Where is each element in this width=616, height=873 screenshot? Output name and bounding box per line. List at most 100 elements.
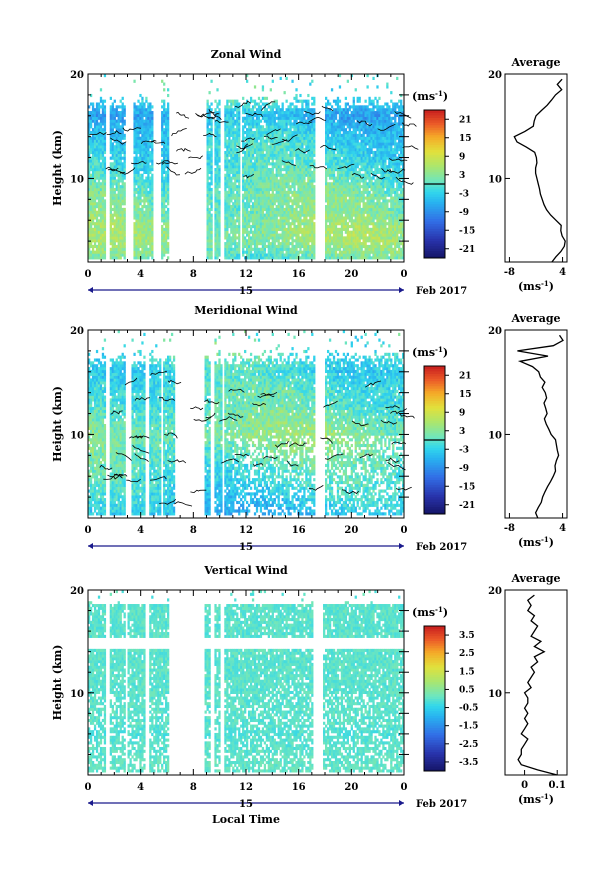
y-axis-label: Height (km) [51,645,64,721]
average-line [517,334,564,519]
heatmap-cells [88,330,405,516]
x-tick-label: 8 [190,269,197,280]
day-axis-arrow-right [399,800,404,806]
colorbar-tick-label: -9 [459,208,469,218]
colorbar-tick-label: -1.5 [459,722,478,732]
average-profile: Average -8 4 10 20 (ms-1) [488,56,568,293]
y-axis-label: Height (km) [51,386,64,462]
colorbar-frame [423,625,446,772]
x-tick-label: 0 [401,782,408,793]
x-tick-label: 8 [190,525,197,536]
x-tick-label: 0 [401,269,408,280]
x-tick-label: 0 [85,269,92,280]
average-y-tick-label: 10 [488,689,502,700]
average-title: Average [510,312,560,325]
x-tick-label: 12 [239,782,253,793]
contour-lines [89,100,419,185]
colorbar: 3.5 2.5 1.5 0.5 -0.5 -1.5 -2.5 -3.5 (ms-1) [412,605,478,772]
average-title: Average [510,572,560,585]
day-axis-arrow-left [88,287,93,293]
average-profile: Average -8 4 10 20 (ms-1) [488,312,568,549]
colorbar-tick-label: 9 [459,152,465,162]
colorbar-tick-label: 15 [459,134,472,144]
colorbar-tick-label: 15 [459,390,472,400]
average-line [513,78,566,263]
average-x-tick-label: -8 [504,267,515,278]
average-line [517,594,558,776]
average-profile: Average 0 0.1 10 20 (ms-1) [488,572,568,806]
day-label: 15 [239,286,253,297]
average-x-tick-label: 0 [521,780,528,791]
x-tick-label: 12 [239,269,253,280]
y-tick-label: 20 [70,70,84,81]
average-frame [504,329,568,519]
x-tick-label: 20 [344,525,358,536]
y-tick-label: 10 [70,430,84,441]
y-axis-label: Height (km) [51,130,64,206]
x-tick-label: 4 [137,269,144,280]
y-tick-label: 10 [70,174,84,185]
colorbar-tick-label: -15 [459,226,475,236]
average-frame [504,73,568,263]
x-tick-label: 0 [85,525,92,536]
day-axis-arrow-left [88,543,93,549]
colorbar: 21 15 9 3 -3 -9 -15 -21 (ms-1) [412,345,475,515]
colorbar: 21 15 9 3 -3 -9 -15 -21 (ms-1) [412,89,475,259]
x-axis-label: Local Time [212,813,280,826]
heatmap-cells [88,74,405,260]
x-tick-label: 0 [401,525,408,536]
heatmap-cells [88,590,405,773]
date-label: Feb 2017 [416,286,467,297]
colorbar-tick-label: -15 [459,482,475,492]
colorbar-tick-label: 9 [459,408,465,418]
colorbar-unit-label: (ms-1) [412,345,448,359]
chart-title: Zonal Wind [211,48,282,61]
day-label: 15 [239,542,253,553]
colorbar-tick-label: 0.5 [459,685,475,695]
panel-meridional-wind: Meridional Wind 0 4 8 12 16 20 0 10 20 Height (km)… [51,304,568,553]
average-x-label: (ms-1) [518,535,554,549]
x-tick-label: 16 [292,782,306,793]
x-tick-label: 4 [137,782,144,793]
day-axis-arrow-right [399,543,404,549]
colorbar-tick-label: -3 [459,445,469,455]
average-x-tick-label: 4 [559,267,566,278]
date-label: Feb 2017 [416,542,467,553]
colorbar-tick-label: -21 [459,245,475,255]
colorbar-tick-label: -9 [459,464,469,474]
average-frame [504,589,568,776]
average-y-tick-label: 20 [488,70,502,81]
average-x-tick-label: 4 [559,523,566,534]
contour-lines [99,370,415,507]
average-x-tick-label: -8 [504,523,515,534]
colorbar-tick-label: 3 [459,171,465,181]
average-y-tick-label: 20 [488,586,502,597]
colorbar-tick-label: 3 [459,427,465,437]
x-tick-label: 16 [292,525,306,536]
x-tick-label: 16 [292,269,306,280]
panel-zonal-wind: Zonal Wind 0 4 8 12 16 20 0 10 20 Height (km) 15 Feb… [51,48,568,297]
colorbar-unit-label: (ms-1) [412,89,448,103]
day-axis-arrow-left [88,800,93,806]
x-tick-label: 0 [85,782,92,793]
x-tick-label: 4 [137,525,144,536]
average-y-tick-label: 20 [488,326,502,337]
date-label: Feb 2017 [416,799,467,810]
x-tick-label: 20 [344,269,358,280]
average-y-tick-label: 10 [488,430,502,441]
colorbar-tick-label: -0.5 [459,704,478,714]
average-x-tick-label: 0.1 [549,780,566,791]
y-tick-label: 20 [70,586,84,597]
colorbar-tick-label: 21 [459,371,472,381]
x-tick-label: 8 [190,782,197,793]
colorbar-unit-label: (ms-1) [412,605,448,619]
day-axis-arrow-right [399,287,404,293]
colorbar-tick-label: -3 [459,189,469,199]
average-x-label: (ms-1) [518,792,554,806]
chart-title: Vertical Wind [203,564,288,577]
y-tick-label: 20 [70,326,84,337]
y-tick-label: 10 [70,689,84,700]
colorbar-tick-label: 1.5 [459,667,475,677]
x-tick-label: 20 [344,782,358,793]
